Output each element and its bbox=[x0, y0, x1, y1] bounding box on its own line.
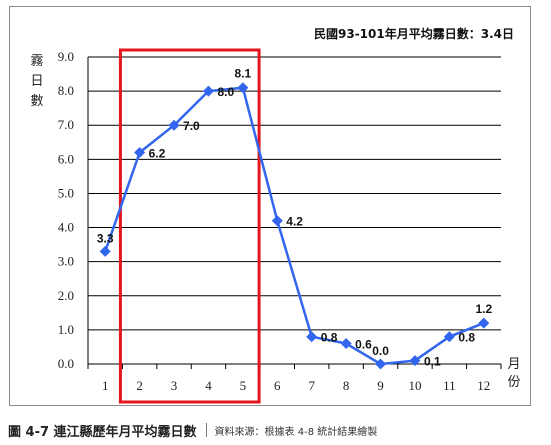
data-point bbox=[168, 119, 180, 131]
data-label: 0.0 bbox=[372, 344, 389, 358]
data-labels: 3.3 6.2 7.0 8.08.1 4.2 0.8 0.6 0.0 0.1 0.8 1.2 bbox=[97, 67, 493, 369]
data-point bbox=[237, 82, 249, 94]
y-tick-label: 8.0 bbox=[58, 83, 74, 98]
data-label: 0.6 bbox=[355, 338, 372, 352]
data-point bbox=[271, 215, 283, 227]
x-tick-label: 12 bbox=[477, 378, 490, 393]
x-tick-label: 11 bbox=[443, 378, 456, 393]
x-tick-label: 10 bbox=[408, 378, 421, 393]
y-tick-label: 2.0 bbox=[58, 288, 74, 303]
x-axis-title: 月份 bbox=[507, 357, 520, 390]
series-layer bbox=[99, 82, 490, 370]
y-tick-label: 5.0 bbox=[58, 185, 74, 200]
series-line bbox=[104, 86, 485, 366]
caption-divider bbox=[205, 423, 207, 437]
data-point bbox=[375, 358, 387, 370]
x-tick-label: 2 bbox=[136, 378, 143, 393]
x-tick-label: 8 bbox=[343, 378, 350, 393]
data-label: 6.2 bbox=[149, 147, 166, 161]
data-point bbox=[134, 147, 146, 159]
y-tick-label: 3.0 bbox=[58, 254, 74, 269]
x-axis-title-char: 份 bbox=[507, 375, 520, 390]
axes bbox=[87, 57, 502, 369]
x-tick-label: 7 bbox=[308, 378, 315, 393]
data-label: 4.2 bbox=[286, 215, 303, 229]
data-point bbox=[409, 355, 421, 367]
y-axis-title: 霧日數 bbox=[30, 54, 43, 109]
x-tick-label: 3 bbox=[171, 378, 178, 393]
x-tick-label: 4 bbox=[205, 378, 212, 393]
x-tick-label: 9 bbox=[377, 378, 384, 393]
y-tick-label: 7.0 bbox=[58, 117, 74, 132]
y-tick-label: 0.0 bbox=[58, 356, 74, 371]
y-tick-label: 9.0 bbox=[58, 49, 74, 64]
gridlines bbox=[88, 56, 501, 331]
data-label: 3.3 bbox=[97, 231, 114, 245]
y-axis-title-char: 霧 bbox=[30, 54, 43, 69]
highlight-rectangle bbox=[118, 48, 261, 404]
data-label: 0.8 bbox=[321, 331, 338, 345]
data-point bbox=[306, 331, 318, 343]
data-label: 7.0 bbox=[183, 119, 200, 133]
data-point bbox=[443, 331, 455, 343]
x-tick-label: 1 bbox=[102, 378, 109, 393]
y-tick-label: 1.0 bbox=[58, 322, 74, 337]
data-point bbox=[202, 85, 214, 97]
caption-title: 圖 4-7 連江縣歷年月平均霧日數 bbox=[8, 424, 197, 440]
data-label: 0.1 bbox=[424, 355, 441, 369]
x-axis-title-char: 月 bbox=[507, 357, 520, 372]
y-tick-label: 6.0 bbox=[58, 151, 74, 166]
x-tick-label: 5 bbox=[240, 378, 247, 393]
data-point bbox=[99, 245, 111, 257]
data-point bbox=[340, 338, 352, 350]
data-label: 1.2 bbox=[475, 302, 492, 316]
x-tick-label: 6 bbox=[274, 378, 281, 393]
data-point bbox=[478, 317, 490, 329]
highlight-box bbox=[118, 48, 261, 404]
data-label: 8.1 bbox=[235, 67, 252, 81]
data-label: 0.8 bbox=[458, 331, 475, 345]
y-tick-label: 4.0 bbox=[58, 220, 74, 235]
caption-source: 資料來源：根據表 4-8 統計結果繪製 bbox=[214, 426, 378, 438]
tick-labels: 0.01.02.03.04.05.06.07.08.09.01 2 3 4 5 6 7 8 9 1… bbox=[58, 49, 491, 393]
chart-annotation: 民國93-101年月平均霧日數：3.4日 bbox=[314, 26, 514, 41]
y-axis-title-char: 數 bbox=[30, 94, 43, 109]
y-axis-title-char: 日 bbox=[30, 74, 43, 89]
data-label: 8.0 bbox=[217, 85, 234, 99]
figure-caption: 圖 4-7 連江縣歷年月平均霧日數 資料來源：根據表 4-8 統計結果繪製 bbox=[8, 420, 377, 440]
